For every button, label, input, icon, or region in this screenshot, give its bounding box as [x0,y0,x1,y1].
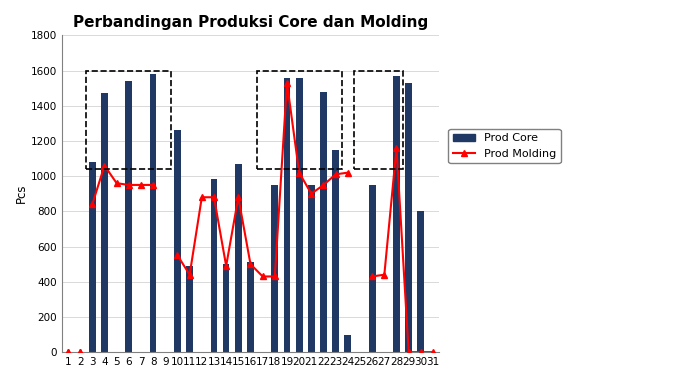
Bar [344,335,351,352]
Title: Perbandingan Produksi Core dan Molding: Perbandingan Produksi Core dan Molding [73,15,428,30]
Bar [284,78,291,352]
Bar [320,92,327,352]
Bar [126,81,132,352]
Bar [308,185,314,352]
Legend: Prod Core, Prod Molding: Prod Core, Prod Molding [448,129,561,163]
Bar [272,185,278,352]
Bar [210,179,217,352]
Bar [296,78,303,352]
Bar [257,71,342,169]
Bar [235,164,242,352]
Bar [186,266,193,352]
Bar [86,71,171,169]
Y-axis label: Pcs: Pcs [15,184,28,204]
Bar [332,150,339,352]
Bar [247,262,254,352]
Bar [354,71,403,169]
Bar [174,130,181,352]
Bar [150,74,156,352]
Bar [101,94,108,352]
Bar [89,162,96,352]
Bar [369,185,375,352]
Bar [393,76,400,352]
Bar [418,211,424,352]
Bar [223,264,230,352]
Bar [405,83,412,352]
